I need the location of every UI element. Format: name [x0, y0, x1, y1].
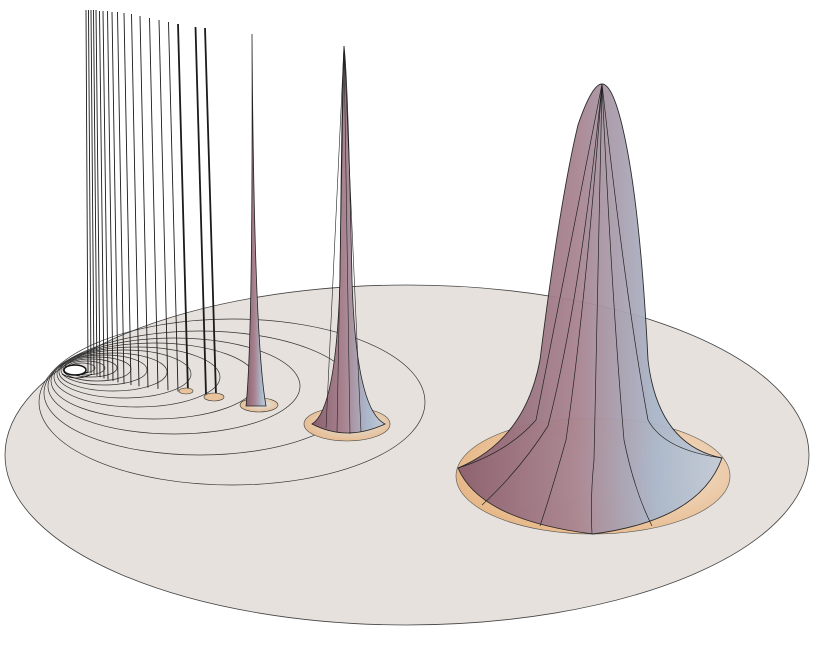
contour-rings: [38, 318, 426, 486]
origin-singularity: [61, 364, 93, 379]
large-peak: [455, 83, 731, 535]
thin-spikes: [85, 9, 217, 396]
spike-line: [107, 10, 114, 382]
spike-line: [93, 9, 98, 376]
spike-line: [194, 26, 207, 395]
medium-peak: [303, 45, 391, 442]
spike-line: [117, 11, 125, 384]
spike-line: [158, 19, 169, 391]
spike-line: [177, 23, 189, 393]
spike-line: [168, 21, 179, 392]
spike-line: [149, 17, 159, 389]
spike-4: [245, 33, 267, 407]
spike-line: [204, 27, 217, 396]
spike-line: [123, 12, 132, 386]
spike-line: [111, 11, 119, 383]
spike-line: [85, 9, 89, 373]
spike-line: [102, 10, 109, 380]
spike-line: [88, 9, 92, 374]
spike-line: [99, 10, 105, 379]
spike-line: [139, 15, 149, 388]
spike-line: [131, 13, 140, 387]
spike-line: [90, 9, 95, 375]
spike-line: [95, 9, 101, 378]
